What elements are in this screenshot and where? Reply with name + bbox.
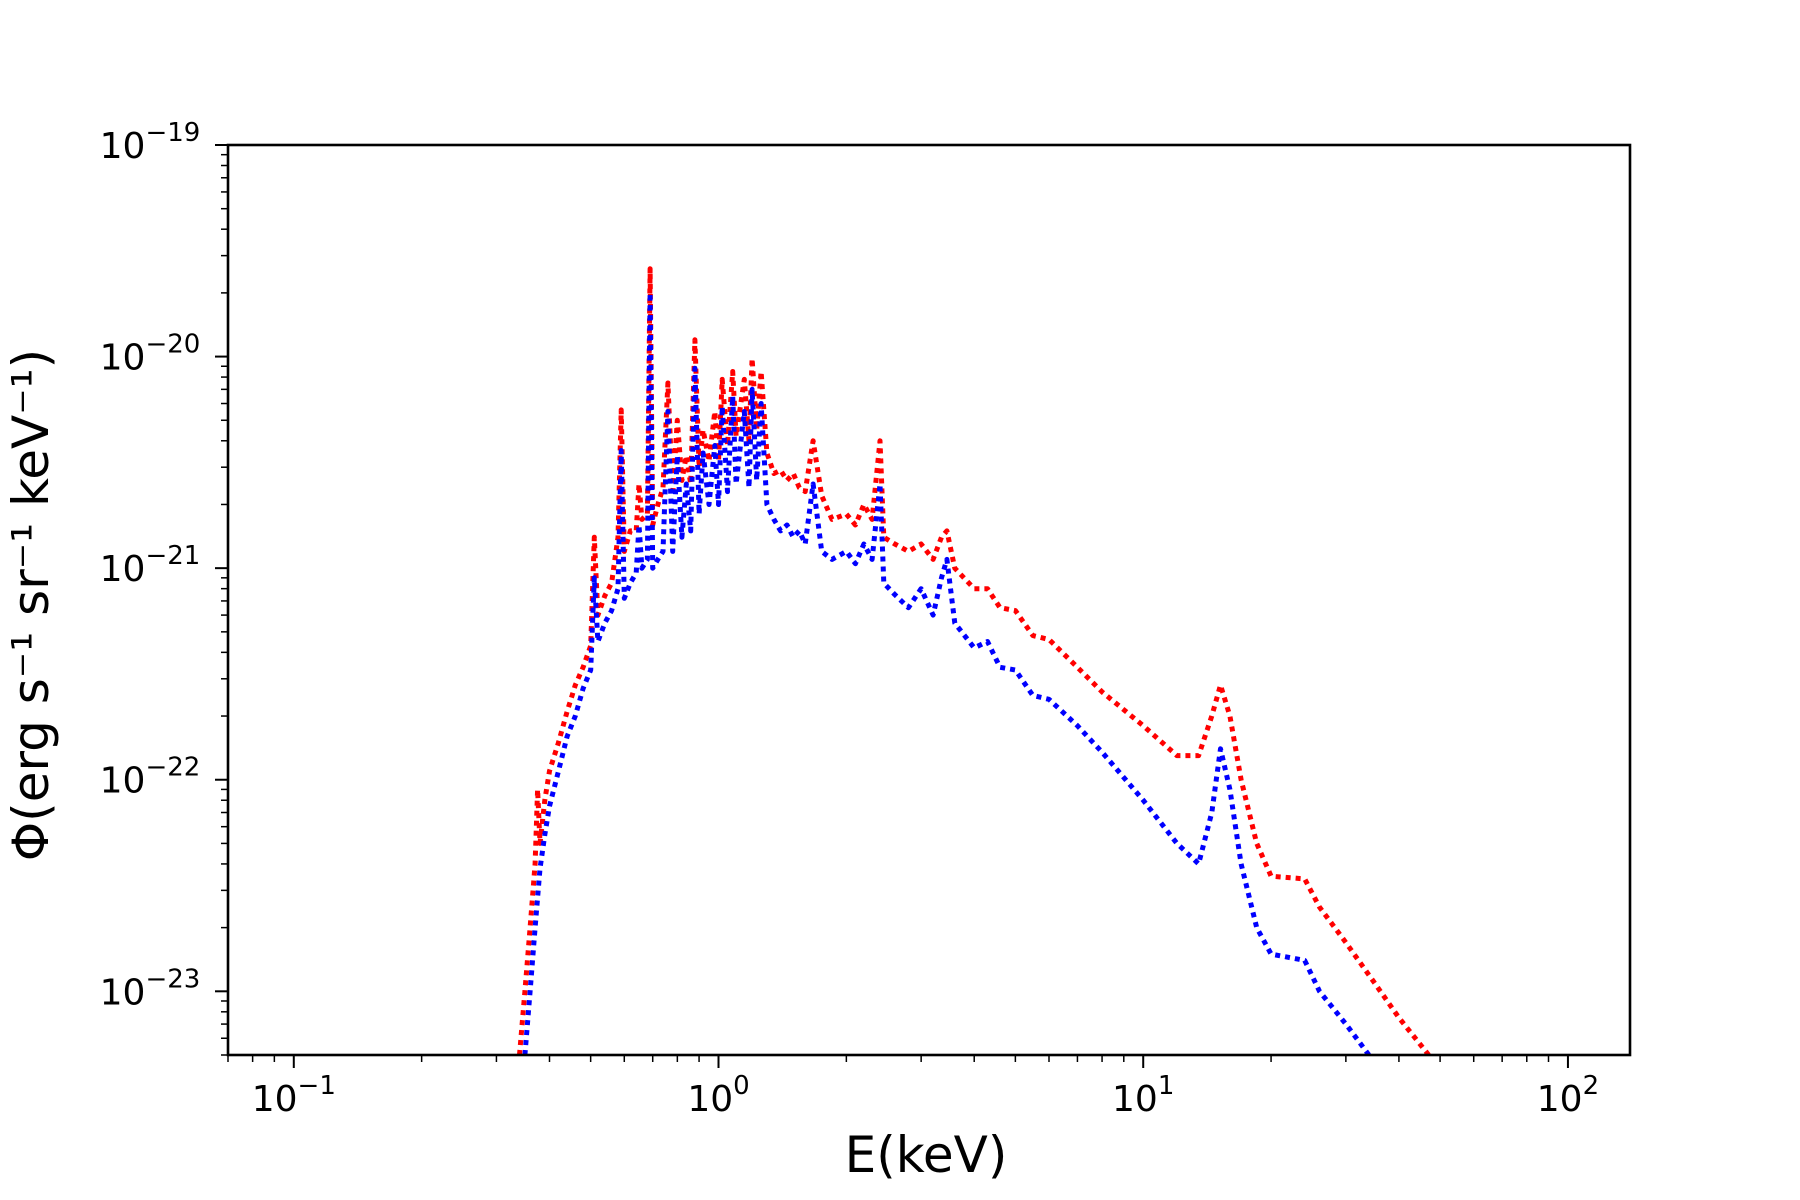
series-layer: [517, 266, 1431, 1055]
x-tick-label: 10−1: [252, 1071, 336, 1120]
plot-frame: [226, 143, 1632, 1057]
y-tick-label: 10−21: [100, 541, 201, 590]
y-axis-label: Φ(erg s⁻¹ sr⁻¹ keV⁻¹): [2, 349, 60, 861]
y-tick-label: 10−19: [100, 118, 201, 167]
y-tick-label: 10−23: [100, 964, 201, 1013]
series-line-1: [517, 266, 1431, 1055]
y-tick-label: 10−22: [100, 753, 201, 802]
x-axis-label: E(keV): [845, 1126, 1008, 1184]
series-line-2: [522, 290, 1371, 1055]
tick-layer: 10−1 100 101 102 10−23 10−22 10−21 10−20 10−19: [100, 118, 1599, 1120]
x-tick-label: 102: [1537, 1071, 1599, 1120]
x-tick-label: 100: [687, 1071, 749, 1120]
x-tick-label: 101: [1112, 1071, 1174, 1120]
y-tick-label: 10−20: [100, 330, 201, 379]
